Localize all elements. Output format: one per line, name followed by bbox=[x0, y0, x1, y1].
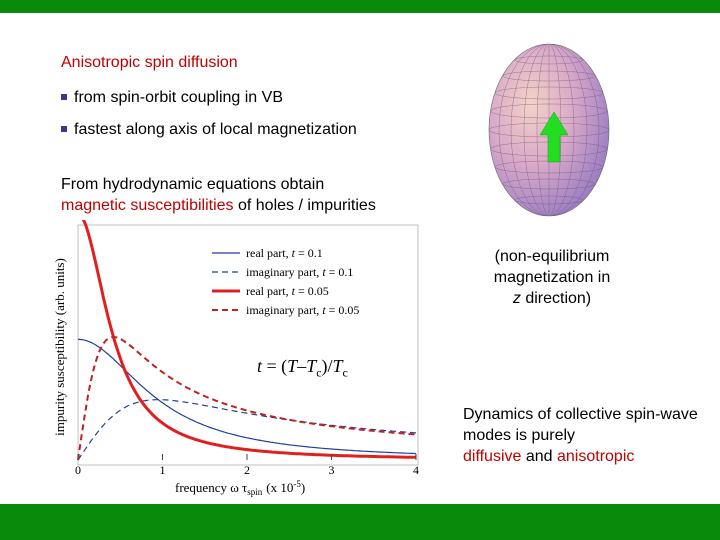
formula-close: )/ bbox=[321, 356, 333, 376]
formula-Tc: T bbox=[306, 356, 317, 376]
bottom-bar bbox=[0, 504, 720, 540]
bullet-text: from spin-orbit coupling in VB bbox=[74, 89, 283, 106]
x-tick-label: 1 bbox=[160, 463, 166, 477]
x-tick-label: 2 bbox=[244, 463, 250, 477]
paragraph-line1: From hydrodynamic equations obtain bbox=[61, 176, 325, 193]
series-line-0 bbox=[78, 338, 417, 455]
susceptibility-chart: 0 1 2 3 4 impurity susceptibility (arb. unit… bbox=[52, 220, 419, 497]
note-line3: direction) bbox=[520, 290, 592, 307]
y-axis-label: impurity susceptibility (arb. units) bbox=[52, 258, 67, 436]
bullet-square-icon bbox=[61, 126, 67, 132]
reduced-temperature-formula: t = (T–Tc)/Tc bbox=[257, 356, 348, 381]
summary-main: Dynamics of collective spin-wave modes i… bbox=[463, 406, 698, 444]
x-axis-label-sub: spin bbox=[247, 487, 263, 497]
x-axis-label-unit: (x 10 bbox=[266, 480, 293, 495]
bullet-square-icon bbox=[61, 94, 67, 100]
legend-label: real part, t = 0.1 bbox=[246, 246, 323, 260]
slide-heading: Anisotropic spin diffusion bbox=[61, 54, 238, 71]
formula-Tc2: T bbox=[332, 356, 343, 376]
x-axis-label-main: frequency ω τ bbox=[175, 480, 247, 495]
note-line2: magnetization in bbox=[493, 269, 611, 286]
bullet-text: fastest along axis of local magnetizatio… bbox=[74, 121, 357, 138]
note-z: z bbox=[512, 290, 521, 307]
series-line-2 bbox=[81, 220, 416, 459]
paragraph-highlight: magnetic susceptibilities bbox=[61, 197, 234, 214]
series-line-1 bbox=[77, 399, 417, 461]
x-axis-label-exp: -5 bbox=[293, 479, 301, 489]
magnetization-ellipsoid bbox=[488, 43, 610, 217]
plot-frame bbox=[77, 224, 419, 466]
paragraph-rest: of holes / impurities bbox=[233, 197, 376, 214]
formula-c: c bbox=[316, 365, 322, 380]
summary-diffusive: diffusive bbox=[463, 448, 522, 465]
legend-label: imaginary part, t = 0.1 bbox=[246, 265, 353, 279]
series-line-3 bbox=[77, 335, 417, 461]
summary-text: Dynamics of collective spin-wave modes i… bbox=[463, 404, 703, 467]
top-bar bbox=[0, 0, 720, 13]
legend-label: imaginary part, t = 0.05 bbox=[246, 303, 359, 317]
formula-minus: – bbox=[297, 356, 307, 376]
x-tick-label: 3 bbox=[329, 463, 335, 477]
x-axis-label: frequency ω τspin (x 10-5) bbox=[175, 479, 305, 497]
summary-anisotropic: anisotropic bbox=[557, 448, 635, 465]
formula-eq: = ( bbox=[262, 356, 288, 376]
formula-c2: c bbox=[342, 365, 348, 380]
note-line1: (non-equilibrium bbox=[494, 248, 610, 265]
formula-T: T bbox=[287, 356, 298, 376]
legend-label: real part, t = 0.05 bbox=[246, 284, 329, 298]
x-axis-label-close: ) bbox=[301, 480, 305, 495]
magnetization-note: (non-equilibrium magnetization in z dire… bbox=[472, 246, 632, 309]
formula-t: t bbox=[257, 356, 263, 376]
x-tick-label: 0 bbox=[75, 463, 81, 477]
summary-and: and bbox=[521, 448, 557, 465]
up-arrow-icon bbox=[539, 111, 569, 163]
paragraph: From hydrodynamic equations obtain magne… bbox=[61, 174, 441, 216]
x-tick-label: 4 bbox=[413, 463, 419, 477]
bullet-item: from spin-orbit coupling in VB bbox=[61, 89, 283, 107]
bullet-item: fastest along axis of local magnetizatio… bbox=[61, 121, 357, 139]
